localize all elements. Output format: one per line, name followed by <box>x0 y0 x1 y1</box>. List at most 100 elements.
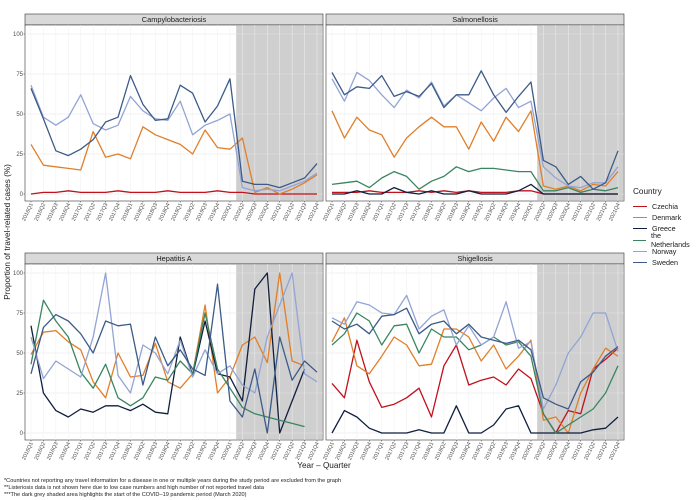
x-tick-label: 2019Q2 <box>484 441 498 461</box>
x-tick-label: 2018Q3 <box>146 202 160 222</box>
x-tick-label: 2021Q4 <box>608 441 622 461</box>
x-tick-label: 2021Q3 <box>295 441 309 461</box>
x-tick-label: 2019Q2 <box>183 441 197 461</box>
x-tick-label: 2017Q1 <box>372 441 386 461</box>
x-tick-label: 2019Q1 <box>471 441 485 461</box>
series-line-norway <box>30 84 318 192</box>
x-tick-label: 2018Q4 <box>459 441 473 461</box>
legend-swatch <box>633 217 647 219</box>
y-tick-label: 50 <box>16 351 23 357</box>
legend-title: Country <box>633 187 662 196</box>
x-tick-label: 2016Q2 <box>335 441 349 461</box>
x-tick-label: 2018Q2 <box>133 202 147 222</box>
legend-item-denmark: Denmark <box>633 212 698 223</box>
footnote-2: **Listeriosis data is not shown here due… <box>4 485 264 491</box>
legend-item-sweden: Sweden <box>633 257 698 268</box>
series-line-czechia <box>331 339 619 434</box>
x-tick-label: 2021Q1 <box>270 441 284 461</box>
x-tick-label: 2021Q2 <box>282 202 296 222</box>
x-tick-label: 2016Q2 <box>34 202 48 222</box>
panel-title: Shigellosis <box>457 254 493 263</box>
series-line-norway <box>331 294 619 410</box>
x-tick-label: 2018Q3 <box>146 441 160 461</box>
series-line-norway <box>331 71 619 189</box>
legend-label: the Netherlands <box>650 231 690 250</box>
legend-swatch <box>633 228 647 230</box>
x-tick-label: 2018Q1 <box>422 441 436 461</box>
x-tick-label: 2017Q1 <box>71 202 85 222</box>
x-tick-label: 2017Q3 <box>96 441 110 461</box>
x-tick-label: 2018Q2 <box>434 202 448 222</box>
x-tick-label: 2021Q3 <box>295 202 309 222</box>
x-tick-label: 2019Q1 <box>170 441 184 461</box>
series-line-sweden <box>30 283 318 434</box>
x-tick-label: 2018Q4 <box>158 441 172 461</box>
series-line-czechia <box>30 190 317 195</box>
x-tick-label: 2020Q3 <box>546 202 560 222</box>
x-tick-label: 2016Q4 <box>59 441 73 461</box>
panel-title: Salmonellosis <box>452 15 498 24</box>
y-tick-label: 100 <box>13 271 24 277</box>
series-line-denmark <box>331 317 619 434</box>
x-tick-label: 2020Q2 <box>233 441 247 461</box>
y-tick-label: 75 <box>16 311 23 317</box>
x-tick-label: 2018Q1 <box>121 202 135 222</box>
x-tick-label: 2017Q1 <box>71 441 85 461</box>
x-tick-label: 2021Q1 <box>571 441 585 461</box>
panel-4: Shigellosis2016Q12016Q22016Q32016Q42017Q… <box>322 252 625 461</box>
x-tick-label: 2016Q4 <box>360 202 374 222</box>
x-tick-label: 2017Q3 <box>96 202 110 222</box>
series-line-greece <box>30 272 306 434</box>
x-tick-label: 2020Q3 <box>546 441 560 461</box>
legend-swatch <box>633 262 647 264</box>
x-tick-label: 2017Q1 <box>372 202 386 222</box>
x-tick-label: 2017Q2 <box>384 202 398 222</box>
x-tick-label: 2019Q1 <box>471 202 485 222</box>
x-tick-label: 2018Q1 <box>121 441 135 461</box>
x-tick-label: 2017Q2 <box>83 441 97 461</box>
series-line-sweden <box>331 70 619 190</box>
x-axis-title: Year – Quarter <box>297 461 351 470</box>
series-line-denmark <box>30 272 305 399</box>
series-line-the-netherlands <box>331 166 619 194</box>
panel-1: Campylobacteriosis 0 25 50 75 100 2016Q12016Q2… <box>13 13 324 222</box>
x-tick-label: 2016Q1 <box>322 202 336 222</box>
x-tick-label: 2019Q3 <box>195 202 209 222</box>
y-axis-title: Proportion of travel-related cases (%) <box>3 164 12 300</box>
x-tick-label: 2021Q2 <box>583 202 597 222</box>
x-tick-label: 2019Q4 <box>208 441 222 461</box>
x-tick-label: 2021Q4 <box>307 441 321 461</box>
legend-label: Greece <box>652 224 676 234</box>
x-tick-label: 2018Q4 <box>459 202 473 222</box>
covid-shaded-area <box>236 264 323 440</box>
x-tick-label: 2016Q2 <box>335 202 349 222</box>
x-tick-label: 2021Q3 <box>596 441 610 461</box>
x-tick-label: 2017Q2 <box>384 441 398 461</box>
panel-3: Hepatitis A02550751002016Q12016Q22016Q32… <box>13 252 324 461</box>
covid-shaded-area <box>537 264 624 440</box>
x-tick-label: 2016Q3 <box>46 202 60 222</box>
series-line-sweden <box>30 74 318 189</box>
x-tick-label: 2020Q4 <box>258 202 272 222</box>
y-tick-label: 75 <box>16 72 23 78</box>
legend-label: Norway <box>652 246 677 256</box>
series-line-greece <box>332 183 618 195</box>
y-tick-label: 50 <box>16 112 23 118</box>
x-tick-label: 2019Q4 <box>509 202 523 222</box>
x-tick-label: 2016Q3 <box>347 202 361 222</box>
legend-item-greece: Greece <box>633 223 698 234</box>
x-tick-label: 2017Q2 <box>83 202 97 222</box>
legend-swatch <box>633 239 646 241</box>
series-line-denmark <box>30 126 318 195</box>
x-tick-label: 2019Q2 <box>484 202 498 222</box>
x-tick-label: 2017Q4 <box>409 441 423 461</box>
x-tick-label: 2020Q1 <box>220 202 234 222</box>
y-tick-label: 0 <box>20 192 24 198</box>
covid-shaded-area <box>236 25 323 201</box>
x-tick-label: 2021Q3 <box>596 202 610 222</box>
x-tick-label: 2017Q4 <box>409 202 423 222</box>
x-tick-label: 2020Q4 <box>559 202 573 222</box>
x-tick-label: 2018Q2 <box>133 441 147 461</box>
x-tick-label: 2019Q4 <box>509 441 523 461</box>
